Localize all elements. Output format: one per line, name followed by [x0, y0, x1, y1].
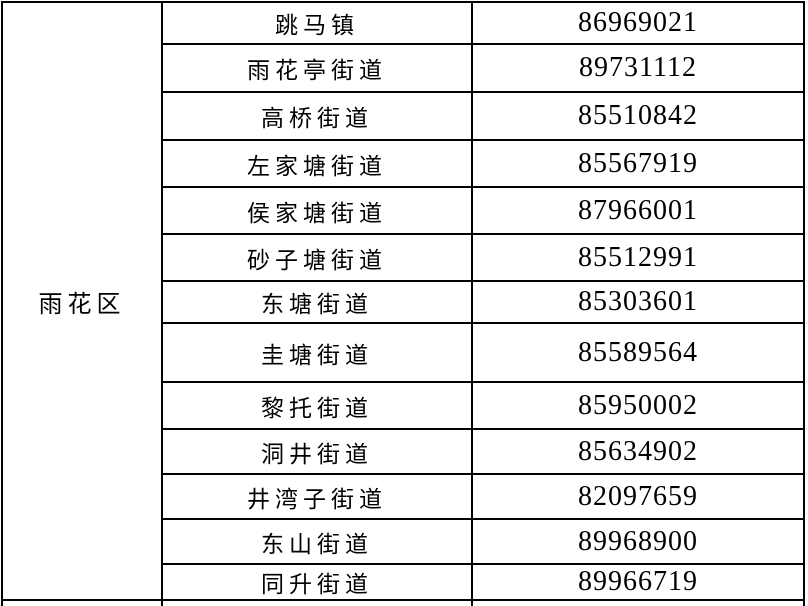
subdistrict-cell: 圭塘街道: [161, 322, 473, 383]
subdistrict-cell: 砂子塘街道: [161, 233, 473, 282]
subdistrict-cell: 东山街道: [161, 518, 473, 565]
subdistrict-cell: 井湾子街道: [161, 473, 473, 520]
subdistrict-cell: 东塘街道: [161, 280, 473, 324]
subdistrict-cell: 侯家塘街道: [161, 186, 473, 235]
table-row: 黎托街道 85950002: [2, 381, 805, 430]
phone-cell: 82097659: [471, 473, 805, 520]
table-row: 侯家塘街道 87966001: [2, 186, 805, 235]
subdistrict-cell: 高桥街道: [161, 91, 473, 141]
phone-cell: 89731112: [471, 43, 805, 93]
table-row: 东山街道 89968900: [2, 518, 805, 565]
subdistrict-cell: 同升街道: [161, 563, 473, 601]
table-row: 砂子塘街道 85512991: [2, 233, 805, 282]
table-row: 高桥街道 85510842: [2, 91, 805, 141]
district-cell-next: [1, 599, 163, 606]
table-row: 左家塘街道 85567919: [2, 139, 805, 188]
subdistrict-cell: 跳马镇: [161, 1, 473, 45]
phone-cell: 86969021: [471, 1, 805, 45]
phone-cell: 89966719: [471, 563, 805, 601]
phone-cell: 85634902: [471, 428, 805, 475]
table-row-cutoff: [1, 599, 805, 606]
subdistrict-cell: 雨花亭街道: [161, 43, 473, 93]
phone-cell: 85567919: [471, 139, 805, 188]
phone-cell: 85589564: [471, 322, 805, 383]
phone-cell: 85512991: [471, 233, 805, 282]
table-row: 洞井街道 85634902: [2, 428, 805, 475]
phone-cell-next: [471, 599, 805, 606]
phone-cell: 85510842: [471, 91, 805, 141]
subdistrict-cell: 左家塘街道: [161, 139, 473, 188]
table-row: 同升街道 89966719: [2, 563, 805, 601]
phone-cell: 85303601: [471, 280, 805, 324]
subdistrict-cell: 黎托街道: [161, 381, 473, 430]
table-row: 圭塘街道 85589564: [2, 322, 805, 383]
table-row: 雨花亭街道 89731112: [2, 43, 805, 93]
phone-cell: 87966001: [471, 186, 805, 235]
table-row: 东塘街道 85303601: [2, 280, 805, 324]
phone-cell: 89968900: [471, 518, 805, 565]
subdistrict-cell: 洞井街道: [161, 428, 473, 475]
subdistrict-cell-next: [161, 599, 473, 606]
district-cell: 雨花区: [1, 1, 163, 601]
phone-cell: 85950002: [471, 381, 805, 430]
table-row: 井湾子街道 82097659: [2, 473, 805, 520]
